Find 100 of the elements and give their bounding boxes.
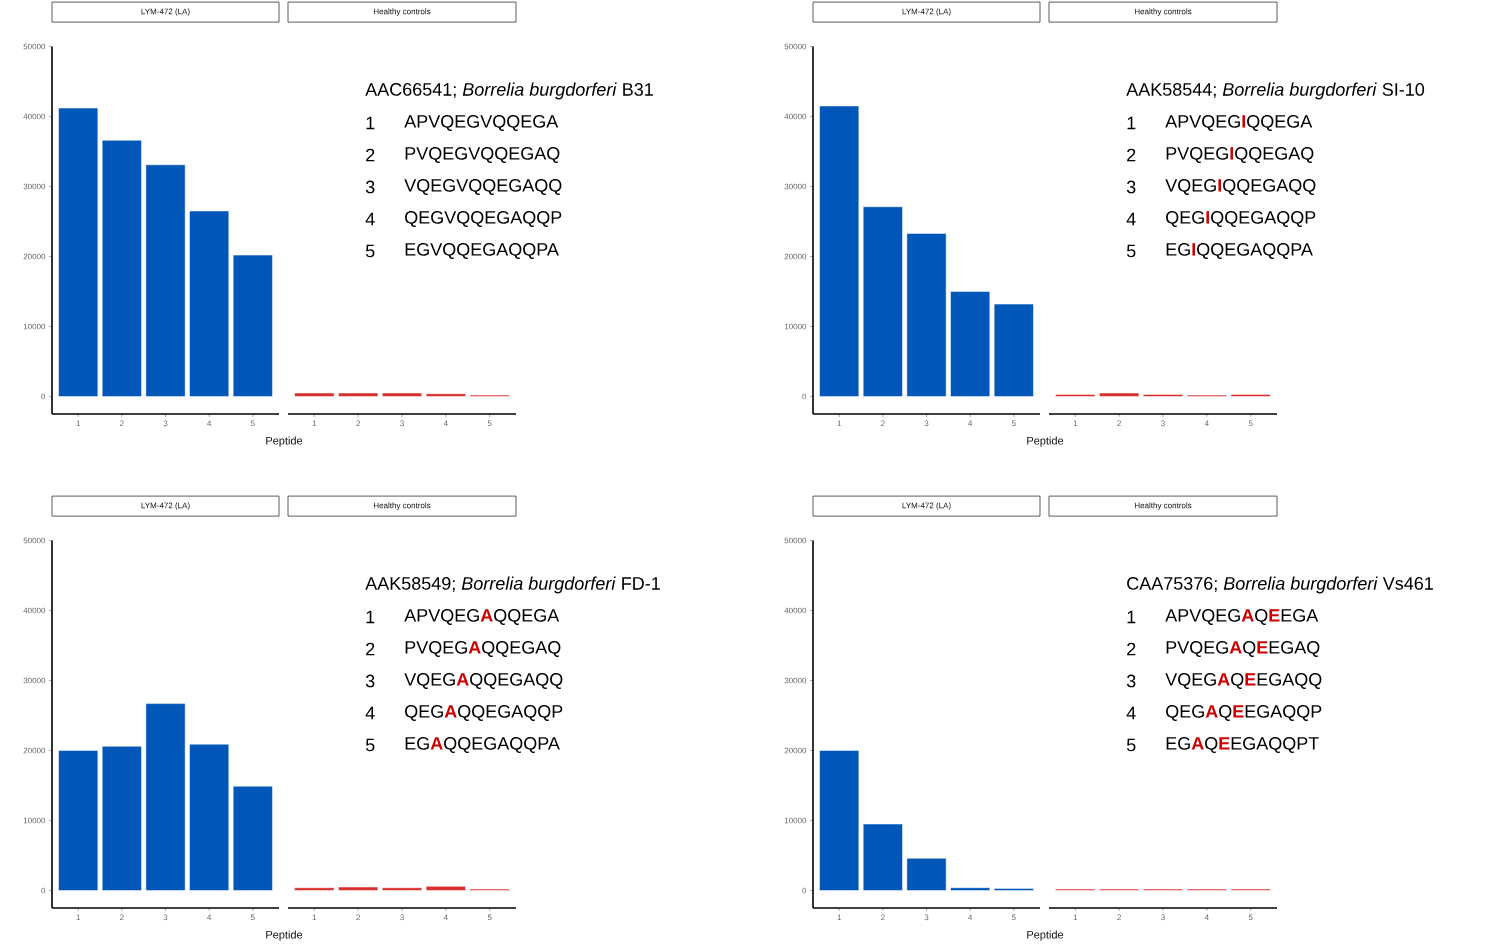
annotation: EGAQQEGAQQPA bbox=[405, 737, 560, 753]
bar bbox=[993, 888, 1034, 891]
annotation: PVQEGAQEEGAQ bbox=[1166, 641, 1320, 657]
y-tick-label: 50000 bbox=[23, 43, 46, 50]
bar bbox=[862, 823, 903, 891]
annotation: 3 bbox=[1126, 180, 1136, 194]
bar bbox=[950, 291, 991, 397]
x-tick-label: 5 bbox=[1248, 914, 1253, 921]
y-tick-label: 20000 bbox=[23, 747, 46, 754]
bar bbox=[145, 703, 186, 891]
annotation: 1 bbox=[366, 610, 375, 624]
x-tick-label: 1 bbox=[1073, 420, 1078, 427]
annotation: EGVQQEGAQQPA bbox=[405, 243, 559, 259]
y-tick-label: 10000 bbox=[784, 817, 807, 824]
y-tick-label: 50000 bbox=[784, 43, 807, 50]
y-tick-label: 50000 bbox=[23, 537, 46, 544]
bar bbox=[101, 140, 142, 397]
bar bbox=[993, 303, 1034, 397]
x-tick-label: 2 bbox=[881, 914, 885, 921]
y-tick-label: 40000 bbox=[784, 607, 807, 614]
x-tick-label: 4 bbox=[207, 420, 212, 427]
bar bbox=[232, 254, 273, 397]
x-tick-label: 1 bbox=[76, 914, 81, 921]
y-tick-label: 10000 bbox=[23, 323, 46, 330]
annotation: APVQEGIQQEGA bbox=[1165, 115, 1313, 131]
x-tick-label: 2 bbox=[1117, 420, 1121, 427]
annotation: QEGAQQEGAQQP bbox=[405, 705, 563, 721]
chart-title: LYM-472 (LA) bbox=[141, 8, 190, 16]
y-tick-label: 30000 bbox=[23, 183, 46, 190]
bar bbox=[189, 210, 230, 397]
x-tick-label: 2 bbox=[120, 420, 124, 427]
chart-title: LYM-472 (LA) bbox=[902, 502, 951, 510]
annotation: 2 bbox=[366, 148, 375, 162]
y-tick-label: 40000 bbox=[784, 113, 807, 120]
y-tick-label: 0 bbox=[802, 887, 807, 894]
x-tick-label: 3 bbox=[163, 420, 168, 427]
annotation: 3 bbox=[1126, 674, 1136, 688]
x-tick-label: 4 bbox=[968, 420, 973, 427]
y-tick-label: 20000 bbox=[784, 253, 807, 260]
x-tick-label: 5 bbox=[487, 914, 492, 921]
y-tick-label: 30000 bbox=[784, 183, 807, 190]
annotation: CAA75376; Borrelia burgdorferi Vs461 bbox=[1127, 576, 1433, 594]
bar bbox=[906, 858, 947, 891]
chart-title: Healthy controls bbox=[373, 502, 431, 510]
chart-title: Healthy controls bbox=[373, 8, 431, 16]
x-tick-label: 3 bbox=[400, 914, 404, 921]
y-tick-label: 0 bbox=[802, 393, 807, 400]
bar bbox=[906, 233, 947, 397]
annotation: 1 bbox=[1127, 116, 1136, 130]
y-tick-label: 40000 bbox=[23, 113, 46, 120]
x-tick-label: 2 bbox=[1117, 914, 1121, 921]
y-tick-label: 10000 bbox=[23, 817, 46, 824]
x-tick-label: 5 bbox=[250, 914, 255, 921]
x-tick-label: 2 bbox=[881, 420, 885, 427]
annotation: 3 bbox=[365, 180, 375, 194]
bar bbox=[862, 206, 903, 397]
x-tick-label: 3 bbox=[1161, 914, 1165, 921]
annotation: VQEGAQEEGAQQ bbox=[1165, 673, 1322, 689]
annotation: PVQEGIQQEGAQ bbox=[1166, 147, 1314, 163]
x-tick-label: 5 bbox=[487, 420, 492, 427]
x-tick-label: 4 bbox=[1204, 914, 1209, 921]
annotation: APVQEGVQQEGA bbox=[404, 115, 559, 131]
x-tick-label: 3 bbox=[924, 914, 929, 921]
bar bbox=[145, 164, 186, 397]
x-tick-label: 5 bbox=[1011, 914, 1016, 921]
bar bbox=[950, 887, 991, 891]
x-tick-label: 1 bbox=[312, 420, 317, 427]
bar bbox=[819, 750, 860, 891]
annotation: 2 bbox=[366, 642, 375, 656]
bar bbox=[58, 750, 99, 891]
annotation: PVQEGAQQEGAQ bbox=[405, 641, 561, 657]
y-tick-label: 30000 bbox=[23, 677, 46, 684]
y-tick-label: 20000 bbox=[784, 747, 807, 754]
x-tick-label: 2 bbox=[120, 914, 124, 921]
annotation: 1 bbox=[1127, 610, 1136, 624]
chart-title: LYM-472 (LA) bbox=[141, 502, 190, 510]
annotation: 4 bbox=[1126, 706, 1136, 720]
annotation: AAK58549; Borrelia burgdorferi FD-1 bbox=[365, 576, 660, 594]
x-tick-label: 2 bbox=[356, 420, 360, 427]
y-tick-label: 30000 bbox=[784, 677, 807, 684]
x-tick-label: 3 bbox=[1161, 420, 1165, 427]
x-tick-label: 5 bbox=[1248, 420, 1253, 427]
y-tick-label: 10000 bbox=[784, 323, 807, 330]
annotation: 4 bbox=[1126, 212, 1136, 226]
x-axis-title: Peptide bbox=[266, 930, 303, 941]
y-tick-label: 40000 bbox=[23, 607, 46, 614]
y-tick-label: 50000 bbox=[784, 537, 807, 544]
x-tick-label: 2 bbox=[356, 914, 360, 921]
y-tick-label: 0 bbox=[41, 887, 46, 894]
x-tick-label: 4 bbox=[1204, 420, 1209, 427]
annotation: QEGIQQEGAQQP bbox=[1166, 211, 1316, 227]
x-tick-label: 3 bbox=[924, 420, 929, 427]
x-tick-label: 1 bbox=[837, 420, 842, 427]
annotation: 5 bbox=[365, 738, 375, 752]
x-tick-label: 1 bbox=[312, 914, 317, 921]
x-axis-title: Peptide bbox=[266, 436, 303, 447]
x-tick-label: 4 bbox=[443, 420, 448, 427]
annotation: 4 bbox=[365, 212, 375, 226]
annotation: AAC66541; Borrelia burgdorferi B31 bbox=[365, 82, 653, 100]
annotation: APVQEGAQQEGA bbox=[404, 609, 560, 625]
